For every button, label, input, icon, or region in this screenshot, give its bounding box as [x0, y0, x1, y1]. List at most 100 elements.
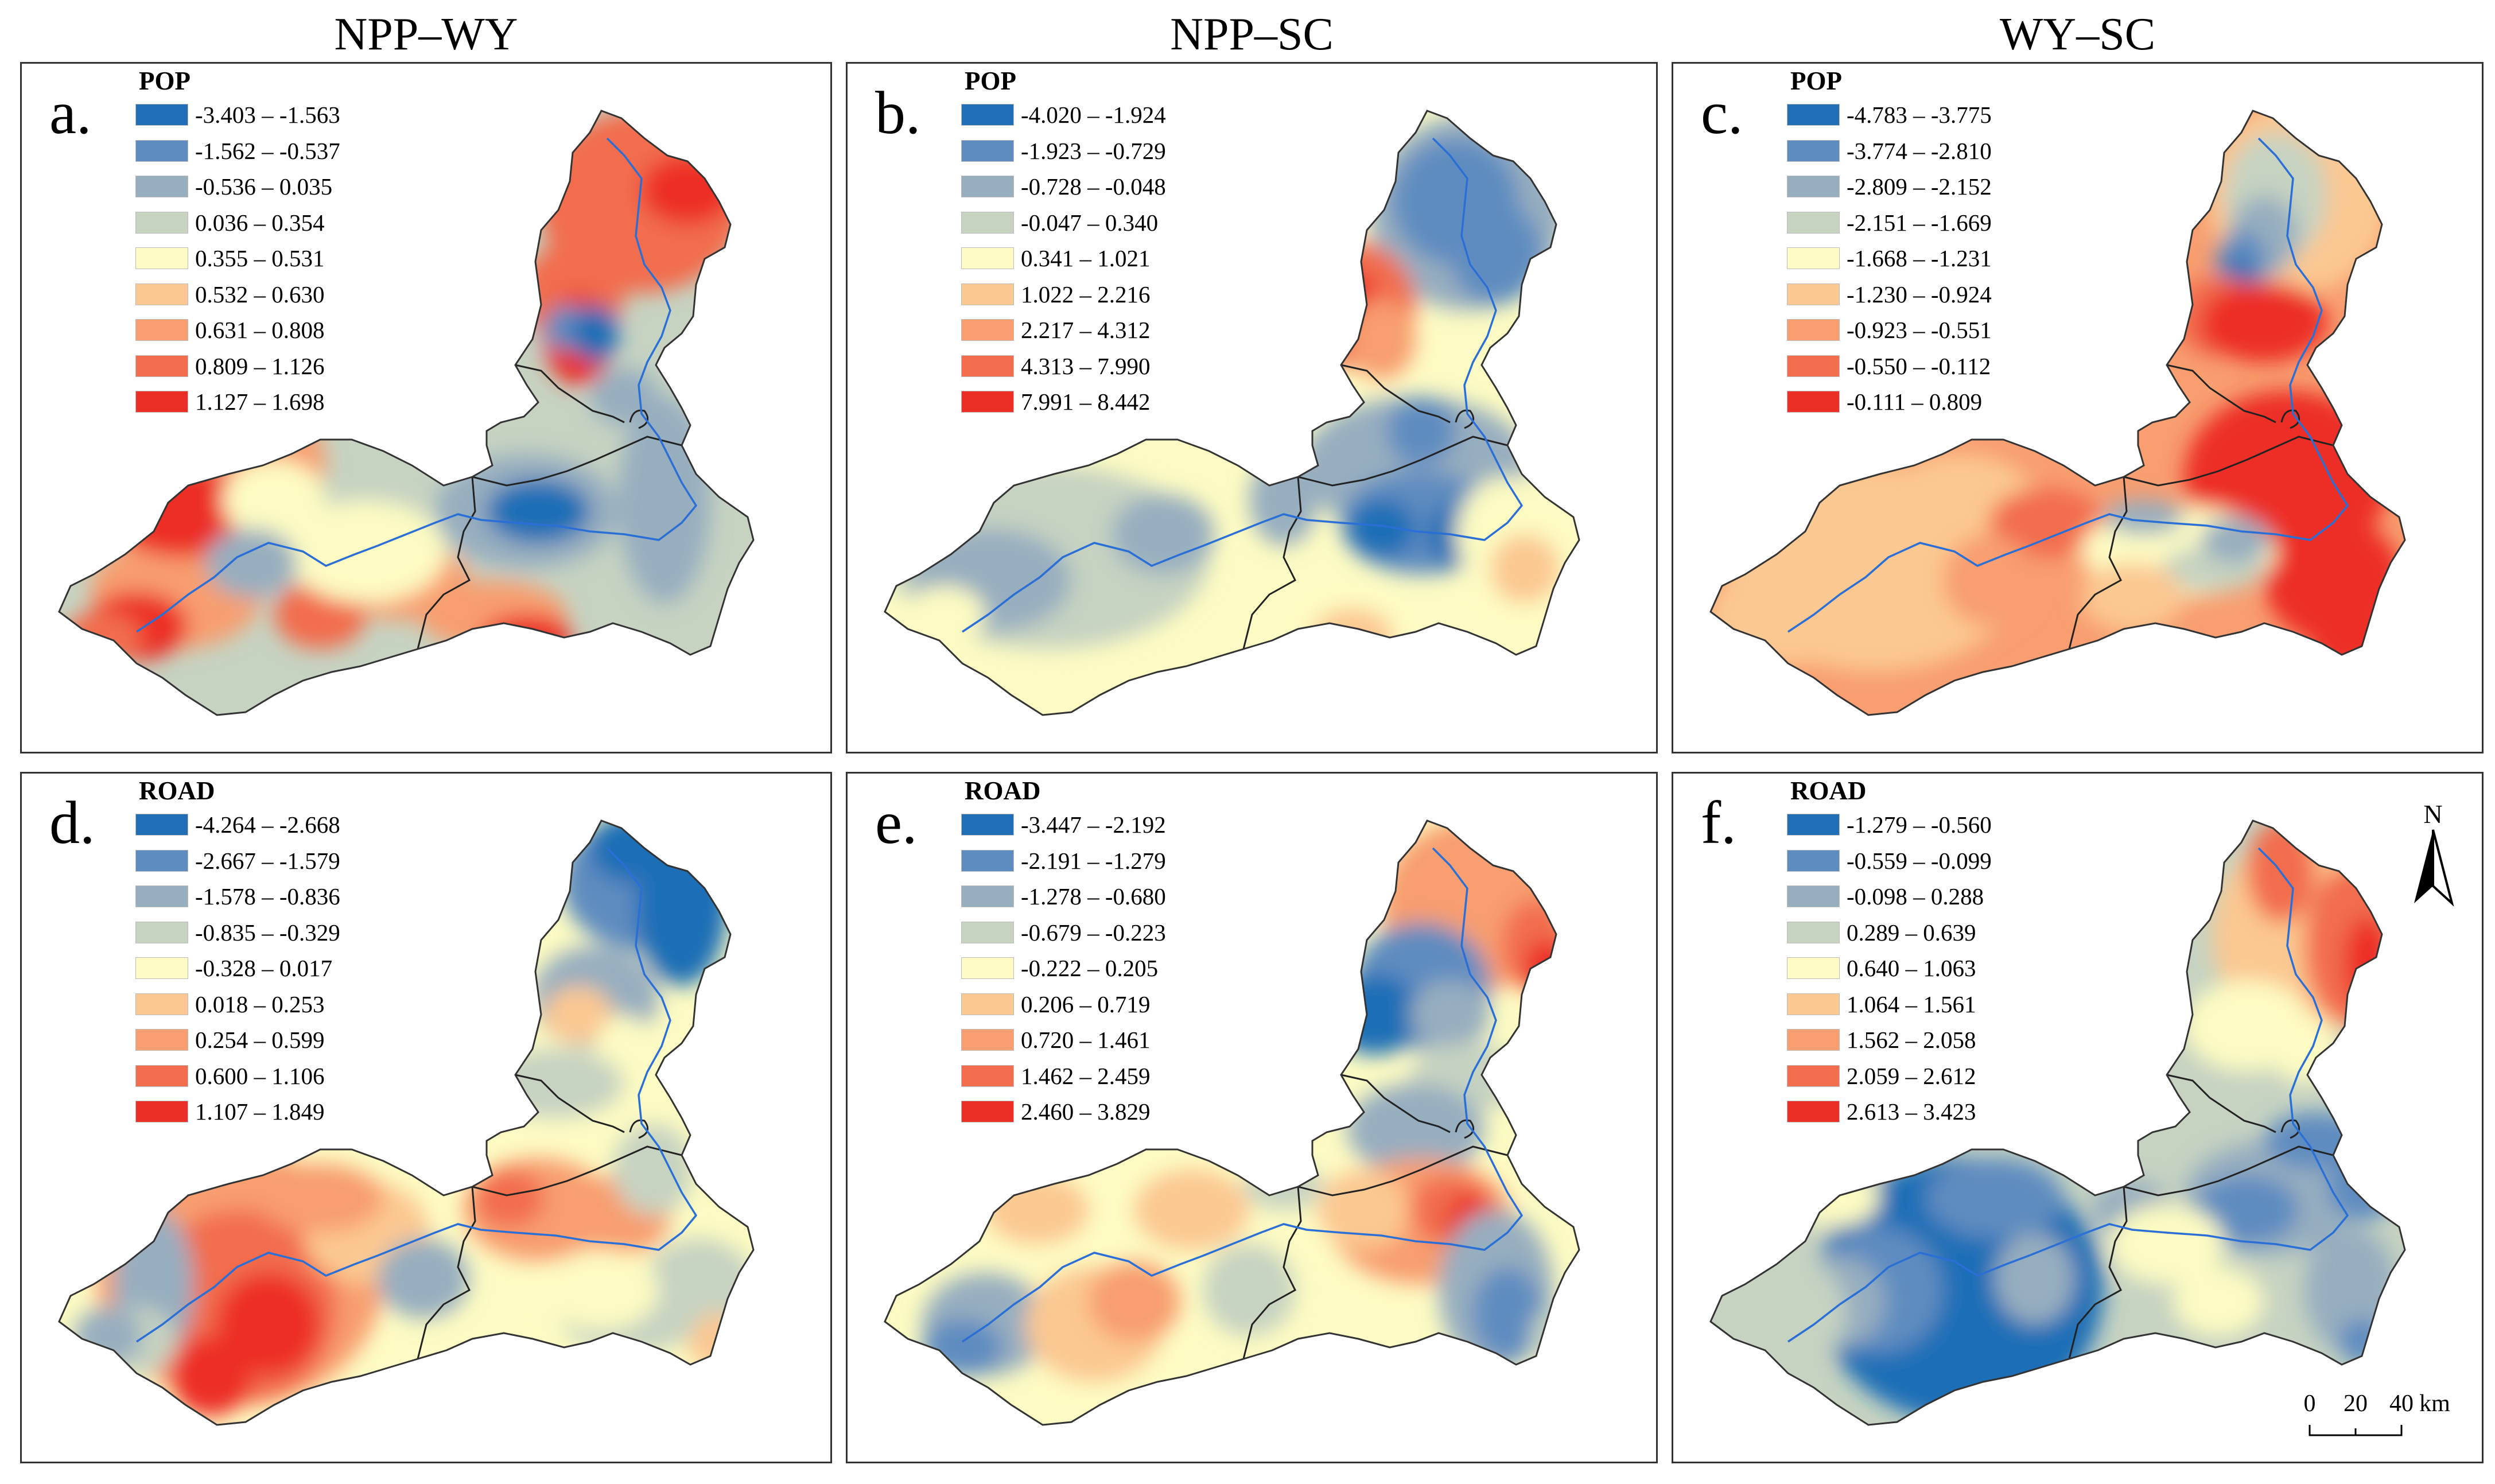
- legend-item: -0.559 – -0.099: [1787, 843, 1992, 879]
- legend-item: 0.600 – 1.106: [135, 1058, 340, 1094]
- legend-swatch: [1787, 139, 1840, 162]
- sub-basin-boundary: [1242, 1186, 1302, 1359]
- value-zone: [481, 615, 573, 661]
- legend-title: POP: [1790, 67, 1842, 95]
- legend-swatch: [1787, 391, 1840, 413]
- legend-swatch: [1787, 921, 1840, 943]
- legend: ROAD -4.264 – -2.668 -2.667 – -1.579 -1.578…: [135, 775, 340, 1130]
- legend-swatch: [135, 885, 188, 908]
- sub-basin-boundary: [629, 1119, 649, 1139]
- legend-item: -4.020 – -1.924: [961, 97, 1166, 133]
- legend-item: -4.783 – -3.775: [1787, 97, 1992, 133]
- value-zone: [475, 1170, 544, 1227]
- value-zone: [217, 1273, 320, 1376]
- sub-basin-boundary: [1297, 1145, 1508, 1196]
- value-zone: [1450, 201, 1542, 305]
- legend-label: 0.018 – 0.253: [195, 990, 325, 1017]
- legend-swatch: [135, 993, 188, 1015]
- value-zone: [1490, 534, 1559, 603]
- basin-outline: [1709, 819, 2406, 1426]
- legend-label: 0.355 – 0.531: [195, 245, 325, 272]
- legend-item: -2.151 – -1.669: [1787, 205, 1992, 241]
- legend-label: -1.668 – -1.231: [1847, 245, 1992, 272]
- legend-label: 0.036 – 0.354: [195, 209, 325, 236]
- legend-swatch: [961, 921, 1014, 943]
- basin-outline: [58, 110, 755, 716]
- basin-map: [1709, 819, 2406, 1426]
- legend-item: -0.047 – 0.340: [961, 205, 1166, 241]
- legend-label: -0.047 – 0.340: [1021, 209, 1159, 236]
- legend-swatch: [961, 1065, 1014, 1087]
- map-panel-f: f. ROAD -1.279 – -0.560 -0.559 – -0.099 -0.…: [1672, 772, 2484, 1463]
- legend-swatch: [135, 1029, 188, 1051]
- value-zone: [62, 612, 142, 663]
- legend-label: 1.107 – 1.849: [195, 1098, 325, 1125]
- scale-tick-20: 20: [2344, 1390, 2368, 1417]
- legend-label: -3.774 – -2.810: [1847, 137, 1992, 164]
- legend-swatch: [961, 1029, 1014, 1051]
- legend-item: -1.562 – -0.537: [135, 133, 340, 169]
- value-zone: [985, 1175, 1089, 1244]
- legend-label: 7.991 – 8.442: [1021, 389, 1151, 415]
- legend-label: 0.341 – 1.021: [1021, 245, 1151, 272]
- value-zone: [2109, 1204, 2224, 1284]
- legend-swatch: [1787, 283, 1840, 305]
- legend-swatch: [135, 247, 188, 270]
- legend-swatch: [135, 283, 188, 305]
- legend-swatch: [1787, 885, 1840, 908]
- legend-swatch: [961, 319, 1014, 341]
- legend-item: -0.222 – 0.205: [961, 950, 1166, 986]
- legend: ROAD -3.447 – -2.192 -2.191 – -1.279 -1.278…: [961, 775, 1166, 1130]
- sub-basin-boundary: [2280, 1119, 2300, 1139]
- legend-label: -2.667 – -1.579: [195, 847, 340, 874]
- legend-item: 2.460 – 3.829: [961, 1094, 1166, 1130]
- legend-item: 0.341 – 1.021: [961, 240, 1166, 277]
- value-zone: [922, 1319, 1002, 1376]
- value-zone: [1995, 1233, 2075, 1324]
- legend-swatch: [961, 885, 1014, 908]
- legend-item: 2.059 – 2.612: [1787, 1058, 1992, 1094]
- legend-swatch: [961, 993, 1014, 1015]
- value-zone: [2201, 310, 2293, 356]
- legend-label: -0.835 – -0.329: [195, 919, 340, 946]
- legend-item: 2.217 – 4.312: [961, 312, 1166, 348]
- legend-item: -1.578 – -0.836: [135, 879, 340, 915]
- value-zone: [642, 156, 733, 224]
- basin-outline: [884, 110, 1580, 716]
- legend-label: -2.151 – -1.669: [1847, 209, 1992, 236]
- value-zone: [1926, 1158, 2063, 1238]
- legend-label: -1.923 – -0.729: [1021, 137, 1166, 164]
- legend-item: -2.809 – -2.152: [1787, 169, 1992, 205]
- scale-unit: km: [2419, 1390, 2450, 1417]
- column-title-wy-sc: WY–SC: [1999, 9, 2156, 60]
- value-zone: [378, 1238, 469, 1319]
- value-zone: [636, 825, 728, 986]
- legend-label: 1.462 – 2.459: [1021, 1062, 1151, 1089]
- value-zone: [487, 1049, 624, 1118]
- legend-swatch: [961, 391, 1014, 413]
- legend-label: 0.206 – 0.719: [1021, 990, 1151, 1017]
- legend-item: 0.036 – 0.354: [135, 205, 340, 241]
- sub-basin-boundary: [1455, 409, 1475, 429]
- scale-tick-0: 0: [2304, 1390, 2316, 1417]
- value-zone: [619, 397, 710, 603]
- legend-label: 0.809 – 1.126: [195, 352, 325, 379]
- sub-basin-boundary: [2166, 1074, 2276, 1133]
- legend-item: -0.536 – 0.035: [135, 169, 340, 205]
- legend-swatch: [135, 104, 188, 126]
- basin-outline: [1709, 110, 2406, 716]
- legend-title: ROAD: [139, 776, 215, 805]
- basin-map: [884, 110, 1580, 716]
- legend-label: -0.328 – 0.017: [195, 955, 333, 982]
- sub-basin-boundary: [515, 364, 625, 424]
- legend-swatch: [135, 211, 188, 234]
- legend-swatch: [135, 921, 188, 943]
- legend-item: -0.679 – -0.223: [961, 915, 1166, 951]
- legend: ROAD -1.279 – -0.560 -0.559 – -0.099 -0.098…: [1787, 775, 1992, 1130]
- sub-basin-boundary: [2123, 436, 2334, 487]
- legend-label: -0.536 – 0.035: [195, 173, 333, 200]
- legend-label: 2.460 – 3.829: [1021, 1098, 1151, 1125]
- value-zone: [573, 305, 619, 362]
- legend-swatch: [135, 319, 188, 341]
- legend-item: 0.532 – 0.630: [135, 277, 340, 313]
